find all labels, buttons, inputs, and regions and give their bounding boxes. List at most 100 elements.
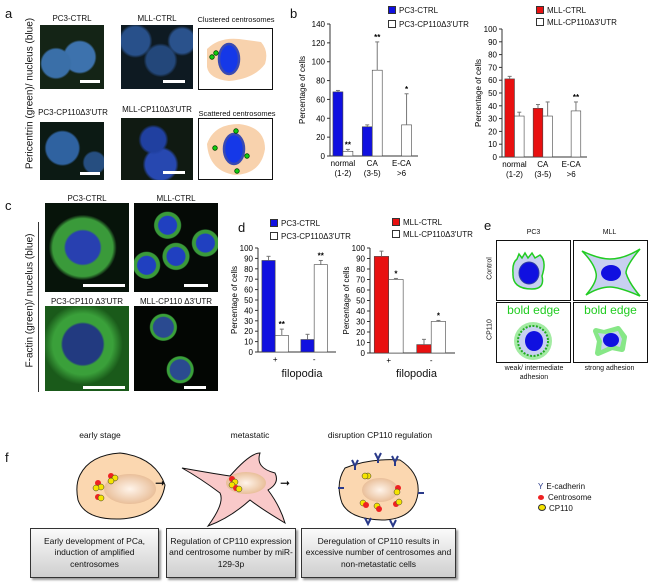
mll-control-cell-icon [581,248,641,297]
y-tick-label: 80 [488,51,497,60]
y-tick-label: 50 [356,297,365,306]
y-tick-label: 80 [244,265,253,274]
bar [373,256,389,354]
y-tick-label: 10 [488,140,497,149]
col-mll: MLL [602,229,617,236]
bar [532,108,544,158]
micrograph-c-pc3-cp110 [45,306,129,391]
mll-cp110-cell-icon [593,326,627,356]
legend-d-pc3-ctrl: PC3-CTRL [270,219,320,228]
title-c-pc3-ctrl: PC3-CTRL [67,194,107,203]
legend-swatch [388,20,396,28]
y-tick-label: 90 [244,254,253,263]
xlabel-filopodia-1: filopodia [281,368,323,380]
panel-label-d: d [238,220,246,235]
category-label: CA [537,160,549,169]
chart-b-mll: 0 10 20 30 40 50 60 70 80 90 100 Percentage of cell… [474,25,587,179]
cell-mll-control [573,240,648,301]
title-metastatic: metastatic [230,430,270,440]
scale-bar [83,284,125,287]
panel-label-e: e [484,218,492,233]
legend-label: PC3-CP110Δ3'UTR [399,20,469,29]
bar [274,335,289,353]
panel-a-ylabel: Pericentrin (green)/ nucleus (blue) [24,17,36,170]
y-tick-label: 100 [352,244,366,253]
legend-label: E-cadherin [546,482,586,491]
legend-label: PC3-CTRL [399,6,439,15]
box-text: Deregulation of CP110 results in excessi… [305,536,452,569]
bar [371,69,383,157]
title-c-mll-cp110: MLL-CP110 Δ3'UTR [139,297,213,306]
legend-swatch [392,230,400,238]
category-label: - [313,355,316,364]
xlabel-filopodia-2: filopodia [396,368,437,380]
scale-bar [184,386,206,389]
category-label: - [430,356,433,365]
bar [570,110,582,158]
bar [416,344,432,354]
bar [504,78,515,158]
bar [261,260,276,353]
early-stage-cell-icon [76,452,166,520]
box-text: Early development of PCa, induction of a… [43,536,146,569]
category-label: E-CA [392,159,412,168]
micrograph-pc3-cp110 [40,122,104,180]
significance-marker: ** [573,93,580,102]
micrograph-c-pc3-ctrl [45,203,129,292]
bar [430,321,446,354]
legend-label: PC3-CP110Δ3'UTR [281,232,351,241]
y-tick-label: 40 [488,102,497,111]
legend-label: MLL-CP110Δ3'UTR [403,230,473,239]
panel-label-f: f [5,450,9,465]
legend-swatch [270,232,278,240]
centrosome-icon [538,495,544,500]
y-tick-label: 30 [488,115,497,124]
chart-b-pc3: 0 20 40 60 80 100 120 140 Percentage of cells ** n… [298,20,418,178]
arrow-right-icon: ➞ [155,476,166,490]
y-tick-label: 80 [316,77,325,86]
y-tick-label: 70 [244,275,253,284]
bar [332,91,344,157]
bar [300,339,315,353]
significance-marker: * [405,85,409,94]
category-sublabel: (1-2) [334,169,351,178]
clustered-cell-icon [207,38,267,81]
bar [542,115,553,158]
y-tick-label: 20 [244,327,253,336]
y-tick-label: 60 [316,95,325,104]
y-tick-label: 60 [488,76,497,85]
category-label: normal [502,160,527,169]
legend-label: Centrosome [548,493,592,502]
y-tick-label: 30 [244,317,253,326]
bar [514,115,525,158]
legend-ecadherin: Y E-cadherin [538,482,585,491]
category-sublabel: (3-5) [364,169,381,178]
y-tick-label: 70 [488,63,497,72]
box-early-development: Early development of PCa, induction of a… [30,528,159,578]
pc3-cp110-cell-icon [514,322,552,360]
y-axis-label: Percentage of cells [298,56,307,124]
y-tick-label: 50 [244,296,253,305]
y-tick-label: 80 [356,265,365,274]
y-axis-label: Percentage of cells [342,266,351,334]
legend-mll-ctrl: MLL-CTRL [536,6,586,15]
y-tick-label: 100 [484,25,498,34]
scale-bar [163,80,185,83]
legend-pc3-ctrl: PC3-CTRL [388,6,438,15]
y-tick-label: 10 [244,338,253,347]
legend-cp110: CP110 [538,504,573,513]
y-tick-label: 50 [488,89,497,98]
category-label: + [273,355,278,364]
y-tick-label: 0 [321,152,326,161]
box-regulation: Regulation of CP110 expression and centr… [166,528,296,578]
caption-strong-adhesion: strong adhesion [584,365,635,372]
category-sublabel: (3-5) [534,170,551,179]
y-tick-label: 0 [493,153,498,162]
legend-mll-cp110: MLL-CP110Δ3'UTR [536,18,617,27]
bar [361,126,373,157]
legend-label: MLL-CP110Δ3'UTR [547,18,617,27]
category-label: normal [331,159,356,168]
row-control: Control [486,257,494,280]
micrograph-c-mll-cp110 [134,306,218,391]
